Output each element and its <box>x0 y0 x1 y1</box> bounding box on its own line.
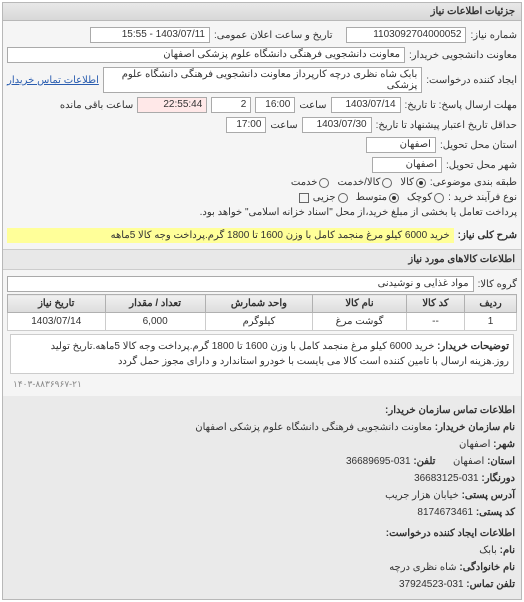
time-label-2: ساعت <box>270 120 297 131</box>
table-row[interactable]: 1 -- گوشت مرغ کیلوگرم 6,000 1403/07/14 <box>8 313 517 331</box>
fax-label: دورنگار: <box>481 473 515 484</box>
cell-unit: کیلوگرم <box>205 313 312 331</box>
address-value: خیابان هزار جریب <box>385 490 459 501</box>
stamp: ۱۴۰۳-۸۸۳۶۹۶۷-۲۱ <box>7 377 517 392</box>
goods-section-title: اطلاعات کالاهای مورد نیاز <box>3 249 521 270</box>
radio-kala[interactable]: کالا <box>400 177 426 188</box>
address-label: آدرس پستی: <box>462 490 515 501</box>
radio-kalakhadamat[interactable]: کالا/خدمت <box>337 177 392 188</box>
pkg-label: طبقه بندی موضوعی: <box>430 177 517 188</box>
fax-value: 031-36683125 <box>414 473 479 484</box>
cphone-value: 031-37924523 <box>399 579 464 590</box>
deadline-to-label: حداقل تاریخ اعتبار پیشنهاد تا تاریخ: <box>376 120 517 131</box>
cphone-label: تلفن تماس: <box>466 579 515 590</box>
col-code: کد کالا <box>406 295 464 313</box>
buyer-label: معاونت دانشجویی خریدار: <box>409 50 517 61</box>
col-name: نام کالا <box>313 295 407 313</box>
cell-date: 1403/07/14 <box>8 313 106 331</box>
deadline-to-time: 17:00 <box>226 117 266 133</box>
city-value: اصفهان <box>459 439 490 450</box>
summary-label: شرح کلی نیاز: <box>458 230 517 241</box>
postal-value: 8174673461 <box>417 507 473 518</box>
group-value: مواد غذایی و نوشیدنی <box>7 276 474 292</box>
radio-dot-icon <box>389 193 399 203</box>
time-label-1: ساعت <box>299 100 326 111</box>
phone-label: تلفن: <box>413 456 435 467</box>
payment-note: پرداخت تعامل یا بخشی از مبلغ خرید،از محل… <box>200 207 517 218</box>
form-body: شماره نیاز: 1103092704000052 تاریخ و ساع… <box>3 21 521 249</box>
remain-days: 2 <box>211 97 251 113</box>
creator-value: بابک شاه نظری درچه کارپرداز معاونت دانشج… <box>103 67 422 93</box>
province-value: اصفهان <box>453 456 484 467</box>
radio-dot-icon <box>416 178 426 188</box>
delivery-state-value: اصفهان <box>366 137 436 153</box>
org-label: نام سازمان خریدار: <box>435 422 515 433</box>
deadline-to-date: 1403/07/30 <box>302 117 372 133</box>
contact-link[interactable]: اطلاعات تماس خریدار <box>7 75 99 86</box>
remain-time: 22:55:44 <box>137 97 207 113</box>
deadline-from-time: 16:00 <box>255 97 295 113</box>
lname-label: نام خانوادگی: <box>459 562 515 573</box>
name-label: نام: <box>500 545 515 556</box>
panel-title: جزئیات اطلاعات نیاز <box>3 3 521 21</box>
announce-label: تاریخ و ساعت اعلان عمومی: <box>214 30 333 41</box>
radio-dot-icon <box>382 178 392 188</box>
radio-dot-icon <box>319 178 329 188</box>
contact-section-title: اطلاعات تماس سازمان خریدار: <box>9 402 515 419</box>
creator-title: اطلاعات ایجاد کننده درخواست: <box>9 525 515 542</box>
request-no-label: شماره نیاز: <box>470 30 517 41</box>
cell-row: 1 <box>465 313 517 331</box>
pkg-radio-group: کالا کالا/خدمت خدمت <box>291 177 426 188</box>
postal-label: کد پستی: <box>476 507 515 518</box>
col-qty: تعداد / مقدار <box>105 295 205 313</box>
payment-checkbox[interactable] <box>299 193 309 203</box>
radio-motavaset[interactable]: متوسط <box>356 192 399 203</box>
deadline-from-date: 1403/07/14 <box>331 97 401 113</box>
size-radio-group: کوچک متوسط جزیی <box>313 192 444 203</box>
name-value: بابک <box>479 545 497 556</box>
radio-khedmat[interactable]: خدمت <box>291 177 330 188</box>
city-label: شهر: <box>493 439 515 450</box>
phone-value: 031-36689695 <box>346 456 411 467</box>
desc-label: توضیحات خریدار: <box>437 341 509 352</box>
remain-suffix: ساعت باقی مانده <box>60 100 133 111</box>
goods-table: ردیف کد کالا نام کالا واحد شمارش تعداد /… <box>7 294 517 331</box>
details-panel: جزئیات اطلاعات نیاز شماره نیاز: 11030927… <box>2 2 522 600</box>
summary-value: خرید 6000 کیلو مرغ منجمد کامل با وزن 160… <box>7 228 454 243</box>
cell-qty: 6,000 <box>105 313 205 331</box>
delivery-city-value: اصفهان <box>372 157 442 173</box>
col-date: تاریخ نیاز <box>8 295 106 313</box>
contact-block: اطلاعات تماس سازمان خریدار: نام سازمان خ… <box>3 396 521 599</box>
col-row: ردیف <box>465 295 517 313</box>
cell-code: -- <box>406 313 464 331</box>
delivery-city-label: شهر محل تحویل: <box>446 160 517 171</box>
delivery-state-label: استان محل تحویل: <box>440 140 517 151</box>
lname-value: شاه نظری درچه <box>389 562 456 573</box>
request-no-value: 1103092704000052 <box>346 27 466 43</box>
announce-value: 1403/07/11 - 15:55 <box>90 27 210 43</box>
deadline-from-label: مهلت ارسال پاسخ: تا تاریخ: <box>405 100 517 111</box>
radio-kochak[interactable]: کوچک <box>407 192 444 203</box>
radio-dot-icon <box>434 193 444 203</box>
buyer-value: معاونت دانشجویی فرهنگی دانشگاه علوم پزشک… <box>7 47 405 63</box>
radio-jozi[interactable]: جزیی <box>313 192 348 203</box>
group-label: گروه کالا: <box>478 279 517 290</box>
process-label: نوع فرآیند خرید : <box>448 192 517 203</box>
radio-dot-icon <box>338 193 348 203</box>
table-header-row: ردیف کد کالا نام کالا واحد شمارش تعداد /… <box>8 295 517 313</box>
buyer-desc-box: توضیحات خریدار: خرید 6000 کیلو مرغ منجمد… <box>10 334 514 374</box>
creator-label: ایجاد کننده درخواست: <box>426 75 517 86</box>
province-label: استان: <box>487 456 515 467</box>
cell-name: گوشت مرغ <box>313 313 407 331</box>
org-value: معاونت دانشجویی فرهنگی دانشگاه علوم پزشک… <box>195 422 432 433</box>
col-unit: واحد شمارش <box>205 295 312 313</box>
